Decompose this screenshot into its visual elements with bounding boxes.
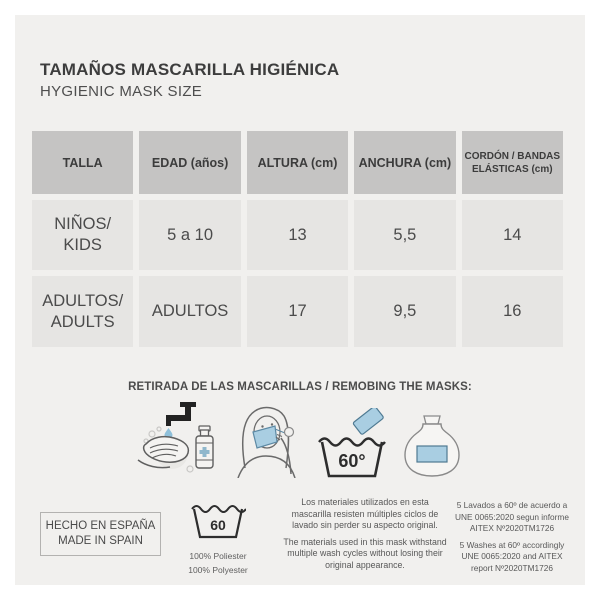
- page-title: TAMAÑOS MASCARILLA HIGIÉNICA: [40, 60, 340, 79]
- dispose-bag-icon: [404, 415, 460, 477]
- table-cell-adults-altura: 17: [246, 276, 349, 347]
- wash-care-block: 60 100% Poliester 100% Polyester: [184, 497, 252, 577]
- table-cell-adults-talla: ADULTOS/ ADULTS: [32, 276, 134, 347]
- removal-section-title: RETIRADA DE LAS MASCARILLAS / REMOBING T…: [128, 381, 472, 393]
- care-note-en: The materials used in this mask withstan…: [283, 536, 447, 571]
- size-table: TALLA EDAD (años) ALTURA (cm) ANCHURA (c…: [32, 131, 563, 347]
- wash-temp-value: 60: [210, 517, 226, 533]
- origin-line-en: MADE IN SPAIN: [58, 535, 143, 547]
- col-header-talla: TALLA: [32, 131, 134, 194]
- table-cell-adults-anchura: 9,5: [354, 276, 456, 347]
- wash-60-symbol-icon: 60: [191, 505, 247, 539]
- wash-60-icon: 60°: [318, 408, 386, 478]
- remove-mask-icon: [237, 406, 296, 478]
- made-in-spain-box: HECHO EN ESPAÑA MADE IN SPAIN: [40, 512, 161, 556]
- care-note-es: Los materiales utilizados en esta mascar…: [291, 497, 439, 531]
- col-header-edad: EDAD (años): [139, 131, 241, 194]
- col-header-altura: ALTURA (cm): [246, 131, 349, 194]
- table-cell-kids-anchura: 5,5: [354, 200, 456, 270]
- col-header-anchura: ANCHURA (cm): [354, 131, 456, 194]
- material-text: 100% Poliester 100% Polyester: [184, 550, 252, 577]
- wash-hands-icon: [137, 402, 214, 473]
- material-en: 100% Polyester: [188, 564, 248, 575]
- table-cell-kids-cordon: 14: [461, 200, 563, 270]
- care-note-block: Los materiales utilizados en esta mascar…: [280, 497, 450, 577]
- origin-line-es: HECHO EN ESPAÑA: [45, 520, 156, 533]
- header: TAMAÑOS MASCARILLA HIGIÉNICA HYGIENIC MA…: [40, 60, 339, 100]
- cert-note-en: 5 Washes at 60º accordingly UNE 0065:202…: [459, 539, 565, 574]
- wash-temp-label: 60°: [338, 451, 365, 471]
- table-cell-kids-altura: 13: [246, 200, 349, 270]
- table-cell-kids-edad: 5 a 10: [139, 200, 241, 270]
- table-cell-kids-talla: NIÑOS/ KIDS: [32, 200, 134, 270]
- table-cell-adults-edad: ADULTOS: [139, 276, 241, 347]
- cert-note-es: 5 Lavados a 60º de acuerdo a UNE 0065:20…: [455, 500, 569, 534]
- removal-icons-row: 60°: [0, 400, 600, 484]
- certification-note-block: 5 Lavados a 60º de acuerdo a UNE 0065:20…: [446, 500, 578, 580]
- page-subtitle: HYGIENIC MASK SIZE: [40, 83, 203, 100]
- material-es: 100% Poliester: [189, 551, 247, 561]
- col-header-cordon: CORDÓN / BANDAS ELÁSTICAS (cm): [461, 131, 563, 194]
- table-cell-adults-cordon: 16: [461, 276, 563, 347]
